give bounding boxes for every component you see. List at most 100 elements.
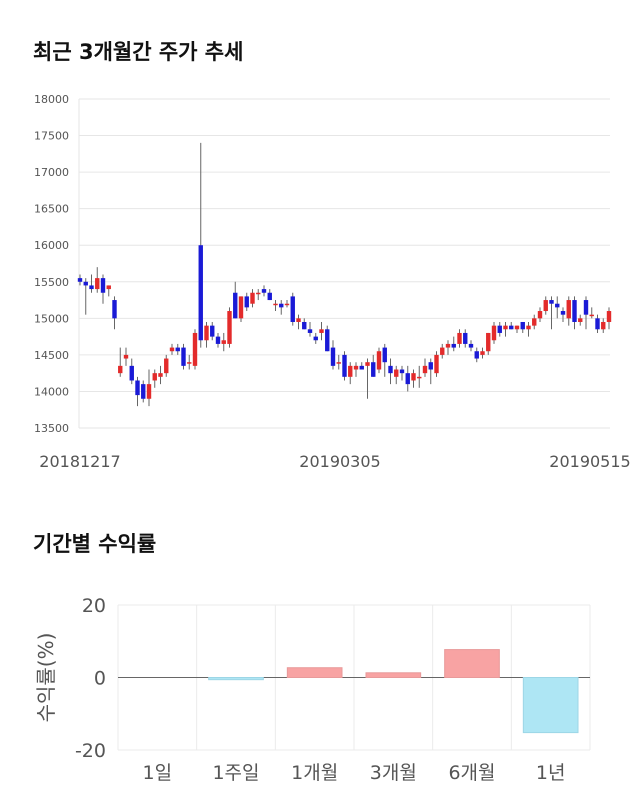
candle-body (371, 362, 376, 377)
return-y-axis-label: 수익률(%) (34, 633, 58, 723)
price-y-tick-label: 14500 (34, 349, 69, 362)
candle-body (411, 373, 416, 381)
price-y-tick-label: 15500 (34, 276, 69, 289)
candle-body (118, 365, 123, 374)
candle-body (112, 300, 117, 319)
candle-body (497, 325, 502, 333)
candle-body (417, 376, 422, 379)
candle-body (95, 278, 100, 290)
candle-body (348, 365, 353, 377)
candle-body (204, 325, 209, 341)
candle-body (238, 296, 244, 319)
candle-body (273, 303, 278, 306)
return-x-tick-label: 3개월 (370, 762, 417, 784)
candle-body (290, 296, 295, 322)
candle-body (325, 329, 330, 352)
return-y-tick-label: 20 (82, 595, 106, 617)
price-x-tick-label: 20181217 (39, 452, 120, 471)
candle-body (560, 311, 566, 315)
return-y-tick-label: -20 (75, 740, 106, 762)
candle-body (394, 369, 399, 377)
candle-body (89, 285, 94, 290)
candle-body (141, 384, 146, 399)
price-x-tick-label: 20190305 (299, 452, 380, 471)
candle-body (388, 365, 393, 374)
candle-body (146, 384, 152, 399)
candle-body (468, 343, 474, 348)
price-y-tick-label: 15000 (34, 312, 69, 325)
candle-body (192, 332, 198, 366)
candle-body (77, 278, 83, 282)
candle-body (187, 362, 192, 364)
candle-body (486, 332, 491, 352)
candle-body (543, 300, 548, 312)
candle-body (129, 365, 134, 381)
return-x-tick-label: 1주일 (212, 762, 259, 784)
candle-body (106, 285, 111, 290)
candle-body (601, 321, 606, 330)
price-x-tick-label: 20190515 (549, 452, 630, 471)
candle-body (359, 365, 364, 370)
candle-body (210, 325, 215, 337)
candle-body (578, 318, 583, 322)
candle-body (526, 325, 531, 330)
candle-body (221, 340, 226, 344)
price-y-tick-label: 17000 (34, 166, 69, 179)
price-y-tick-label: 14000 (34, 385, 69, 398)
candle-body (405, 373, 410, 385)
candle-body (606, 311, 612, 322)
candle-body (123, 354, 129, 359)
candle-body (566, 300, 571, 319)
price-y-tick-label: 17500 (34, 130, 69, 143)
candle-body (440, 347, 445, 355)
candle-body (445, 343, 451, 348)
candle-body (555, 303, 560, 308)
candle-body (169, 347, 175, 352)
candle-body (319, 329, 324, 333)
candle-body (164, 358, 169, 374)
candle-body (457, 332, 462, 344)
candle-body (520, 321, 525, 330)
return-bar (286, 667, 343, 679)
candle-body (480, 351, 485, 355)
candle-body (434, 354, 439, 374)
candle-body (302, 321, 307, 330)
candle-body (198, 245, 203, 341)
candle-body (215, 336, 221, 344)
candle-body (537, 311, 543, 319)
candle-body (244, 296, 249, 308)
candle-body (250, 292, 255, 304)
candle-body (83, 281, 88, 286)
return-y-tick-label: 0 (94, 668, 106, 690)
return-x-tick-label: 1일 (143, 762, 173, 784)
candle-body (181, 347, 186, 366)
candle-body (595, 318, 600, 330)
candle-body (532, 318, 537, 326)
return-bar (365, 672, 422, 678)
price-y-tick-label: 16500 (34, 203, 69, 216)
return-bar (522, 677, 579, 734)
candle-body (589, 314, 594, 317)
candle-body (307, 329, 313, 333)
candle-body (330, 347, 336, 366)
candle-body (451, 343, 456, 348)
candle-body (572, 300, 577, 322)
period-return-title: 기간별 수익률 (33, 532, 157, 556)
candle-body (474, 351, 479, 359)
candle-body (256, 292, 261, 295)
candle-body (267, 292, 272, 301)
candle-body (376, 351, 382, 370)
return-bar (208, 677, 264, 681)
candle-body (135, 380, 140, 396)
candle-body (428, 362, 433, 370)
candle-body (158, 373, 163, 377)
candle-body (503, 325, 508, 330)
return-bar (444, 649, 500, 679)
candle-body (284, 303, 290, 306)
candle-body (549, 300, 554, 304)
candle-body (313, 336, 318, 341)
candle-body (100, 278, 106, 293)
candle-body (463, 332, 468, 344)
candle-body (514, 325, 520, 330)
